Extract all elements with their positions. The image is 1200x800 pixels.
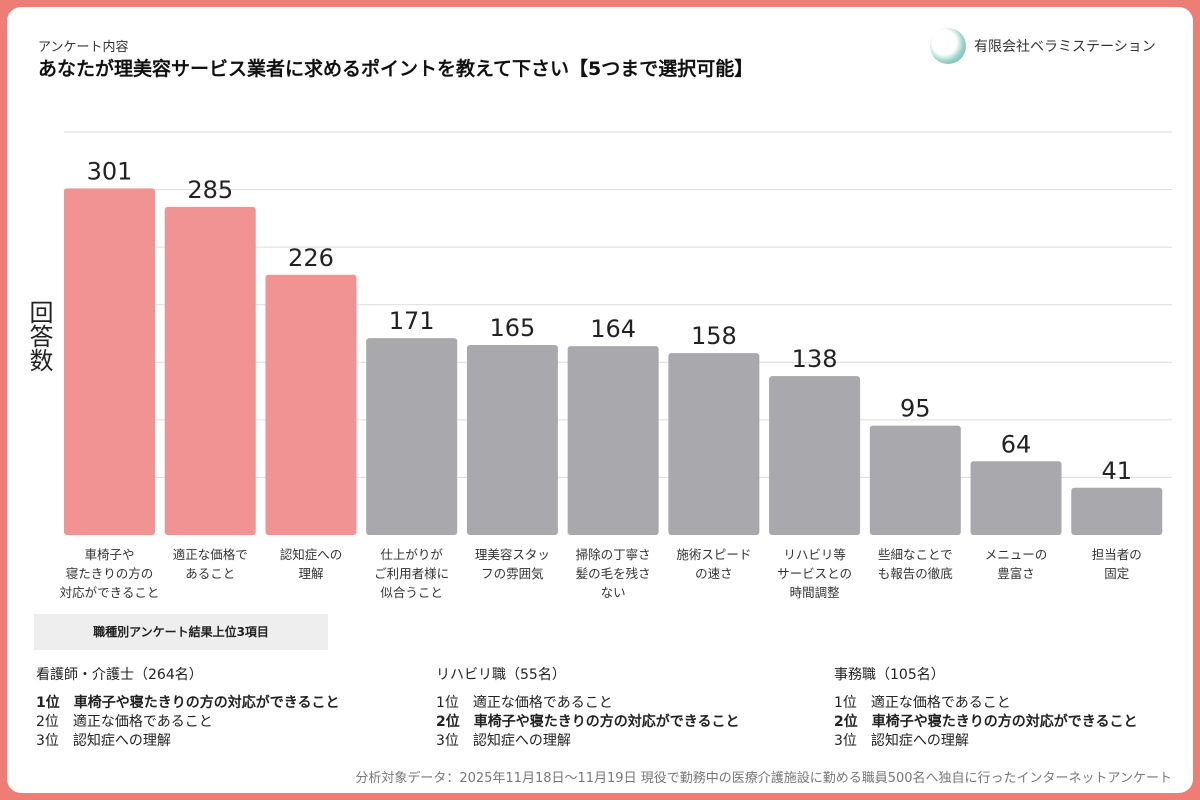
job-group-ranking: 事務職（105名） 1位 適正な価格であること 2位 車椅子や寝たきりの方の対応がで… — [834, 666, 1137, 751]
x-tick-label: リハビリ等 サービスとの 時間調整 — [777, 547, 853, 600]
data-label: 41 — [1101, 457, 1132, 485]
data-label: 64 — [1001, 430, 1032, 458]
bar — [64, 188, 155, 536]
x-tick-label: 施術スピード の速さ — [676, 547, 752, 581]
x-tick-label: メニューの 豊富さ — [984, 547, 1048, 581]
company-name: 有限会社ベラミステーション — [974, 39, 1156, 55]
source-note: 分析対象データ：2025年11月18日〜11月19日 現役で勤務中の医療介護施設… — [355, 771, 1172, 786]
data-label: 165 — [490, 314, 536, 342]
data-label: 171 — [389, 307, 435, 335]
summary-heading: 職種別アンケート結果上位3項目 — [34, 614, 328, 650]
rank-item: 2位 車椅子や寝たきりの方の対応ができること — [436, 714, 740, 730]
company-logo: 有限会社ベラミステーション — [930, 28, 1156, 64]
rank-item: 1位 適正な価格であること — [436, 695, 613, 711]
data-label: 301 — [87, 157, 133, 185]
data-label: 164 — [590, 315, 636, 343]
job-group-ranking: 看護師・介護士（264名） 1位 車椅子や寝たきりの方の対応ができること 2位 適正… — [36, 666, 339, 751]
survey-label: アンケート内容 — [38, 40, 129, 55]
bar — [769, 376, 861, 535]
data-label: 158 — [691, 322, 737, 350]
rank-item: 1位 適正な価格であること — [834, 695, 1011, 711]
bar — [265, 274, 357, 535]
x-tick-label: 理美容スタッ フの雰囲気 — [474, 547, 550, 581]
x-tick-label: 仕上がりが ご利用者様に 似合うこと — [374, 547, 450, 600]
bar — [567, 346, 659, 535]
x-tick-label: 掃除の丁寧さ 髪の毛を残さ ない — [575, 547, 651, 600]
data-label: 285 — [187, 176, 233, 204]
bar — [164, 206, 256, 536]
rank-item: 1位 車椅子や寝たきりの方の対応ができること — [36, 695, 340, 711]
x-tick-label: 認知症への 理解 — [279, 547, 343, 581]
bar — [970, 461, 1062, 535]
x-tick-label: 車椅子や 寝たきりの方の 対応ができること — [59, 547, 160, 600]
rank-item: 3位 認知症への理解 — [436, 733, 571, 749]
group-name: 看護師・介護士（264名） — [36, 667, 203, 683]
x-tick-label: 適正な価格で あること — [172, 547, 248, 581]
data-label: 138 — [792, 345, 838, 373]
group-name: リハビリ職（55名） — [436, 667, 566, 683]
data-label: 95 — [900, 395, 931, 423]
x-tick-label: 担当者の 固定 — [1091, 547, 1142, 581]
x-tick-label: 些細なことで も報告の徹底 — [877, 547, 953, 581]
sheep-logo-icon — [930, 28, 966, 64]
bar — [668, 353, 760, 535]
bar — [466, 345, 558, 535]
job-group-ranking: リハビリ職（55名） 1位 適正な価格であること 2位 車椅子や寝たきりの方の対応が… — [436, 666, 739, 751]
group-name: 事務職（105名） — [834, 667, 945, 683]
y-axis-label: 回答数 — [25, 300, 53, 372]
chart-title: あなたが理美容サービス業者に求めるポイントを教えて下さい【5つまで選択可能】 — [38, 58, 754, 80]
rank-item: 2位 適正な価格であること — [36, 714, 213, 730]
rank-item: 2位 車椅子や寝たきりの方の対応ができること — [834, 714, 1138, 730]
rank-item: 3位 認知症への理解 — [834, 733, 969, 749]
rank-item: 3位 認知症への理解 — [36, 733, 171, 749]
bar — [366, 338, 458, 535]
bar — [869, 425, 961, 535]
data-label: 226 — [288, 244, 334, 272]
bar — [1071, 487, 1163, 535]
